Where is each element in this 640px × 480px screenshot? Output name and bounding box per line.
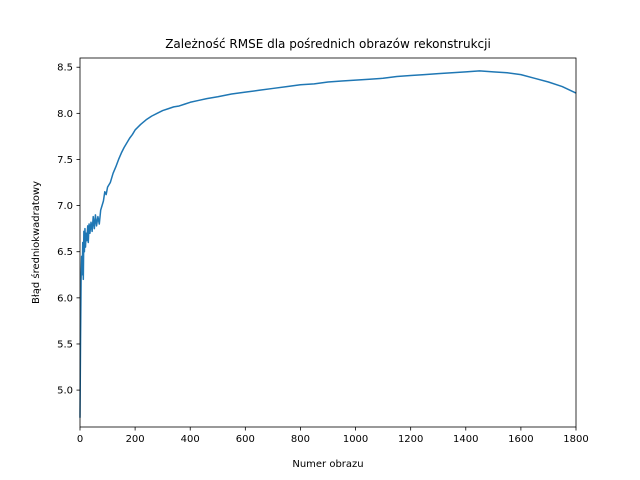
x-tick-label: 200: [126, 434, 145, 445]
x-axis: 0 200 400 600 800 1000 1200 1400 1600 1800: [77, 427, 589, 445]
rmse-series-line: [79, 70, 577, 418]
x-tick-label: 1600: [508, 434, 533, 445]
y-tick-label: 6.0: [57, 293, 73, 304]
plot-area: [79, 70, 577, 418]
x-tick-label: 600: [236, 434, 255, 445]
y-tick-label: 8.0: [57, 109, 73, 120]
axes-frame: [79, 57, 577, 428]
x-tick-label: 1800: [563, 434, 588, 445]
y-axis: 5.0 5.5 6.0 6.5 7.0 7.5 8.0 8.5: [57, 63, 80, 397]
y-axis-label: Błąd średniokwadratowy: [30, 181, 42, 304]
y-tick-label: 8.5: [57, 63, 73, 74]
y-tick-label: 7.0: [57, 201, 73, 212]
y-tick-label: 5.5: [57, 339, 73, 350]
x-tick-label: 1000: [343, 434, 368, 445]
x-tick-label: 400: [181, 434, 200, 445]
x-tick-label: 0: [77, 434, 83, 445]
x-tick-label: 800: [291, 434, 310, 445]
y-tick-label: 5.0: [57, 386, 73, 397]
x-tick-label: 1400: [453, 434, 478, 445]
y-tick-label: 6.5: [57, 247, 73, 258]
y-tick-label: 7.5: [57, 155, 73, 166]
chart-title: Zależność RMSE dla pośrednich obrazów re…: [165, 37, 491, 51]
x-axis-label: Numer obrazu: [292, 459, 363, 470]
x-tick-label: 1200: [398, 434, 423, 445]
